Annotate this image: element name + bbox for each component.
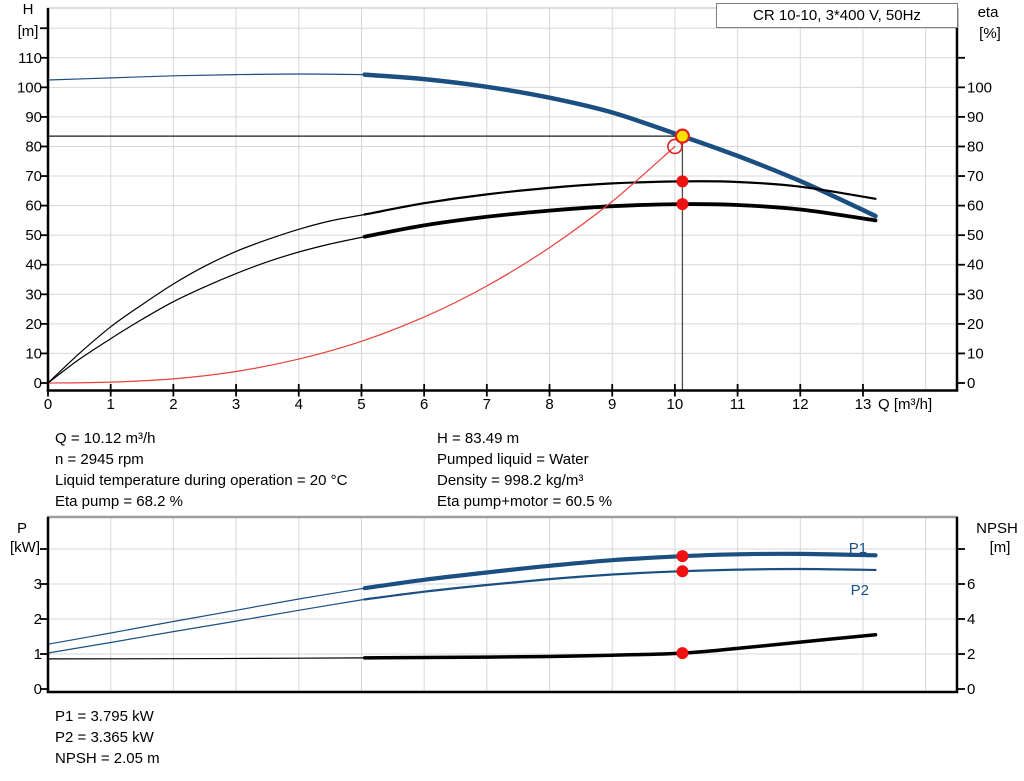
p2-curve	[363, 567, 877, 601]
p1-curve	[362, 551, 878, 591]
chart-title: CR 10-10, 3*400 V, 50Hz	[753, 7, 921, 24]
value-marker	[676, 550, 689, 563]
left-tick-label: 20	[25, 316, 42, 333]
left-tick-label: 70	[25, 168, 42, 185]
eta-pump-curve	[363, 180, 877, 216]
x-tick-label: 8	[545, 396, 553, 413]
info-line-p1: P1 = 3.795 kW	[55, 708, 154, 725]
p1-curve-extension	[47, 587, 366, 645]
value-marker	[676, 175, 689, 188]
right-tick-label: 30	[967, 286, 984, 303]
left-tick-label: 60	[25, 198, 42, 215]
eta-pump-motor-curve-extension	[47, 236, 366, 384]
bottom-chart: 0 1 2 3 0 2 4 6 P [kW] NPSH [m] P1 P2	[10, 515, 1018, 698]
left-tick-label: 1	[34, 646, 42, 663]
duty-info-right: H = 83.49 m Pumped liquid = Water Densit…	[437, 428, 612, 512]
chart-title-box: CR 10-10, 3*400 V, 50Hz	[716, 3, 958, 28]
info-line-p2: P2 = 3.365 kW	[55, 729, 154, 746]
right-tick-label: 60	[967, 198, 984, 215]
right-axis-title: eta	[978, 4, 1000, 21]
eta-pump-motor-curve	[362, 202, 878, 239]
info-line-h: H = 83.49 m	[437, 430, 520, 447]
x-tick-label: 13	[855, 396, 872, 413]
x-tick-label: 7	[483, 396, 491, 413]
top-chart: 0 1 2 3 4 5 6 7 8 9 10 11 12 13 Q [m³/h]01020304050607…	[17, 1, 1001, 413]
right-tick-label: 90	[967, 109, 984, 126]
right-tick-label: 10	[967, 345, 984, 362]
value-marker	[676, 647, 689, 660]
info-line-eta-pump-motor: Eta pump+motor = 60.5 %	[437, 493, 613, 510]
left-axis-title: [kW]	[10, 539, 40, 556]
left-axis-title: P	[17, 520, 27, 537]
info-line-n: n = 2945 rpm	[55, 451, 144, 468]
x-tick-label: 5	[357, 396, 365, 413]
left-tick-label: 2	[34, 611, 42, 628]
x-tick-label: 4	[295, 396, 303, 413]
series-label-p1: P1	[849, 540, 867, 557]
left-axis-title: H	[23, 1, 34, 18]
right-tick-label: 20	[967, 316, 984, 333]
left-tick-label: 30	[25, 286, 42, 303]
value-marker	[676, 565, 689, 578]
series-label-p2: P2	[851, 582, 869, 599]
left-tick-label: 80	[25, 138, 42, 155]
right-tick-label: 80	[967, 138, 984, 155]
duty-info-left: Q = 10.12 m³/h n = 2945 rpm Liquid tempe…	[55, 428, 347, 512]
left-axis-title: [m]	[18, 23, 39, 40]
right-tick-label: 4	[967, 611, 975, 628]
x-tick-label: 2	[169, 396, 177, 413]
right-tick-label: 0	[967, 681, 975, 698]
x-axis-title: Q [m³/h]	[878, 396, 932, 413]
right-axis-title: NPSH	[976, 520, 1018, 537]
x-tick-label: 9	[608, 396, 616, 413]
value-marker	[676, 198, 689, 211]
eta-pump-curve-extension	[47, 213, 366, 384]
left-tick-label: 10	[25, 345, 42, 362]
x-tick-label: 12	[792, 396, 809, 413]
head-curve-extension	[47, 73, 366, 81]
info-line-liquid-temp: Liquid temperature during operation = 20…	[55, 472, 348, 489]
system-curve-extension	[47, 145, 676, 384]
right-tick-label: 0	[967, 375, 975, 392]
x-tick-label: 6	[420, 396, 428, 413]
right-tick-label: 40	[967, 257, 984, 274]
power-info: P1 = 3.795 kW P2 = 3.365 kW NPSH = 2.05 …	[55, 706, 160, 769]
x-tick-label: 11	[730, 396, 746, 413]
right-axis-title: [m]	[990, 539, 1011, 556]
info-line-q: Q = 10.12 m³/h	[55, 430, 156, 447]
x-tick-label: 3	[232, 396, 240, 413]
x-tick-label: 10	[667, 396, 684, 413]
info-line-pumped-liquid: Pumped liquid = Water	[437, 451, 589, 468]
left-tick-label: 110	[18, 50, 42, 67]
left-tick-label: 40	[25, 257, 42, 274]
npsh-curve-extension	[47, 657, 366, 660]
right-tick-label: 2	[967, 646, 975, 663]
left-tick-label: 90	[25, 109, 42, 126]
left-tick-label: 0	[34, 375, 42, 392]
right-tick-label: 70	[967, 168, 984, 185]
p2-curve-extension	[47, 598, 366, 654]
left-tick-label: 0	[34, 681, 42, 698]
right-axis-title: [%]	[979, 25, 1001, 42]
duty-point-marker	[674, 128, 691, 144]
info-line-npsh: NPSH = 2.05 m	[55, 750, 160, 767]
x-tick-label: 1	[107, 396, 115, 413]
x-tick-label: 0	[44, 396, 52, 413]
requested-duty-marker	[667, 138, 683, 155]
info-line-eta-pump: Eta pump = 68.2 %	[55, 493, 183, 510]
right-tick-label: 100	[967, 79, 992, 96]
right-tick-label: 50	[967, 227, 984, 244]
info-line-density: Density = 998.2 kg/m³	[437, 472, 584, 489]
left-tick-label: 3	[34, 576, 42, 593]
head-curve	[362, 72, 878, 219]
npsh-curve	[362, 633, 878, 660]
left-tick-label: 50	[25, 227, 42, 244]
right-tick-label: 6	[967, 576, 975, 593]
left-tick-label: 100	[17, 79, 42, 96]
